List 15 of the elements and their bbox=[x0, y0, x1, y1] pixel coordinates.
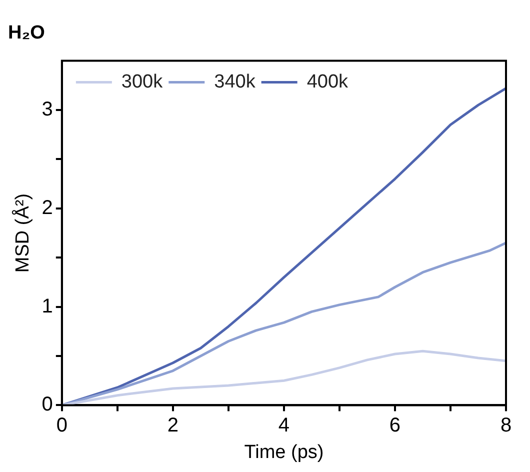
x-tick-label: 2 bbox=[167, 414, 179, 437]
legend-label: 300k bbox=[121, 72, 164, 93]
legend-label: 340k bbox=[214, 72, 256, 93]
chart-title: H₂O bbox=[8, 22, 45, 44]
x-tick-label: 6 bbox=[389, 414, 401, 437]
x-tick-label: 4 bbox=[278, 414, 290, 437]
y-axis-title: MSD (Å²) bbox=[12, 193, 34, 273]
y-tick-label: 2 bbox=[42, 196, 53, 219]
y-tick-label: 1 bbox=[42, 295, 53, 318]
x-tick-label: 8 bbox=[500, 414, 512, 437]
x-axis-title: Time (ps) bbox=[244, 442, 324, 463]
legend-label: 400k bbox=[306, 72, 349, 93]
x-tick-label: 0 bbox=[56, 414, 68, 437]
y-tick-label: 0 bbox=[42, 394, 53, 416]
y-tick-label: 3 bbox=[42, 98, 53, 121]
